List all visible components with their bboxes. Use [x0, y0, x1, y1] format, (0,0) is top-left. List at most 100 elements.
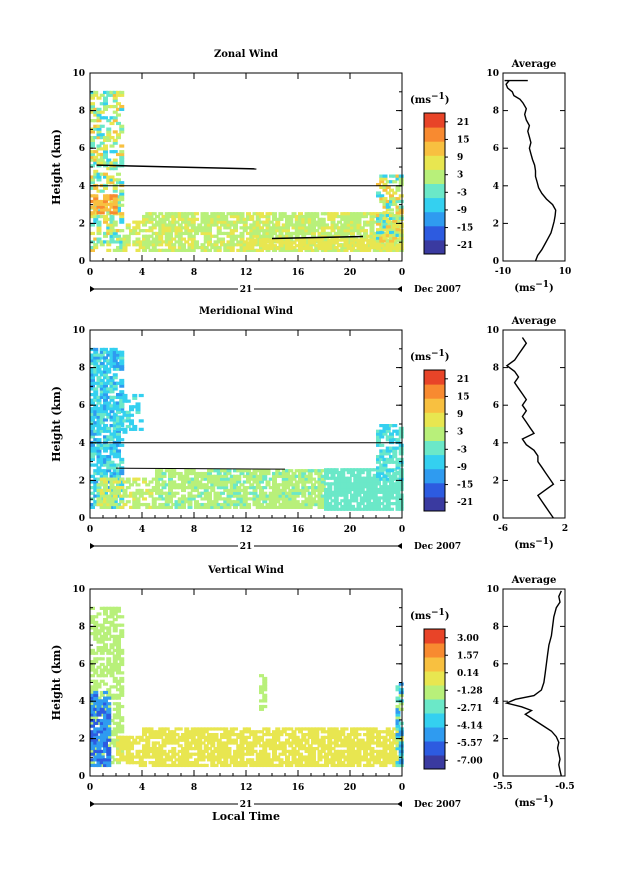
field-cell — [103, 497, 108, 501]
field-cell — [337, 752, 342, 756]
field-cell — [103, 457, 108, 462]
field-cell — [398, 474, 404, 478]
field-cell — [184, 474, 190, 478]
field-cell — [233, 763, 238, 768]
field-cell — [90, 141, 95, 145]
field-cell — [125, 237, 131, 241]
field-cell — [106, 747, 112, 751]
field-cell — [103, 690, 108, 695]
field-cell — [132, 220, 138, 224]
field-cell — [327, 507, 333, 511]
field-cell — [109, 486, 115, 490]
field-cell — [119, 505, 125, 509]
field-cell — [272, 480, 277, 484]
field-cell — [398, 730, 404, 734]
field-cell — [259, 738, 264, 742]
field-cell — [109, 231, 115, 236]
field-cell — [93, 387, 99, 391]
field-cell — [398, 744, 404, 748]
field-cell — [190, 234, 196, 238]
field-cell — [252, 223, 258, 227]
field-cell — [181, 738, 186, 742]
field-cell — [116, 643, 121, 647]
field-cell — [181, 220, 186, 224]
field-cell — [213, 502, 219, 507]
field-cell — [103, 460, 108, 464]
field-cell — [379, 214, 385, 218]
field-cell — [96, 432, 102, 436]
field-cell — [197, 245, 203, 250]
field-cell — [317, 749, 323, 754]
field-cell — [103, 199, 108, 204]
field-cell — [398, 507, 404, 511]
x-tick-label: 4 — [139, 783, 145, 793]
field-cell — [90, 716, 95, 720]
field-cell — [249, 471, 255, 476]
field-cell — [262, 477, 268, 481]
field-cell — [103, 220, 108, 224]
field-cell — [389, 752, 394, 756]
field-cell — [226, 752, 232, 756]
field-cell — [304, 217, 310, 221]
field-cell — [291, 747, 297, 751]
field-cell — [353, 223, 359, 227]
field-cell — [93, 721, 99, 725]
field-cell — [285, 500, 290, 504]
field-cell — [122, 738, 128, 742]
field-cell — [96, 466, 102, 470]
field-cell — [359, 747, 365, 751]
field-cell — [90, 732, 95, 737]
field-cell — [90, 668, 95, 672]
field-cell — [93, 409, 99, 414]
field-cell — [148, 234, 154, 238]
field-cell — [366, 212, 372, 216]
field-cell — [125, 424, 131, 429]
field-cell — [236, 220, 242, 224]
field-cell — [119, 392, 125, 397]
field-cell — [96, 674, 102, 678]
field-cell — [346, 217, 352, 221]
field-cell — [398, 236, 404, 240]
field-cell — [106, 387, 112, 391]
field-cell — [96, 471, 102, 476]
field-cell — [190, 245, 196, 250]
field-cell — [314, 223, 320, 227]
field-cell — [122, 237, 128, 241]
field-cell — [350, 223, 355, 227]
field-cell — [213, 234, 219, 238]
field-cell — [119, 752, 125, 756]
field-cell — [229, 231, 235, 236]
field-cell — [174, 483, 180, 487]
field-cell — [255, 477, 261, 481]
field-cell — [275, 229, 281, 233]
field-cell — [190, 727, 196, 731]
field-cell — [317, 505, 323, 509]
field-cell — [171, 220, 177, 224]
field-cell — [350, 471, 355, 475]
field-cell — [129, 494, 134, 498]
field-cell — [376, 469, 381, 473]
field-cell — [288, 223, 294, 227]
field-cell — [223, 749, 229, 754]
field-cell — [298, 217, 303, 221]
field-cell — [112, 727, 118, 731]
field-cell — [99, 205, 105, 209]
field-cell — [392, 219, 398, 223]
field-cell — [184, 738, 190, 742]
field-cell — [142, 217, 147, 221]
field-cell — [119, 685, 125, 689]
field-cell — [259, 674, 264, 678]
field-cell — [103, 502, 108, 507]
field-cell — [223, 469, 229, 473]
field-cell — [168, 240, 173, 244]
field-cell — [138, 488, 144, 493]
field-cell — [246, 758, 251, 762]
field-cell — [119, 460, 125, 464]
field-cell — [220, 735, 225, 739]
field-cell — [119, 623, 125, 627]
field-cell — [93, 716, 99, 720]
field-cell — [106, 212, 112, 216]
field-cell — [207, 741, 212, 745]
field-cell — [109, 229, 115, 233]
